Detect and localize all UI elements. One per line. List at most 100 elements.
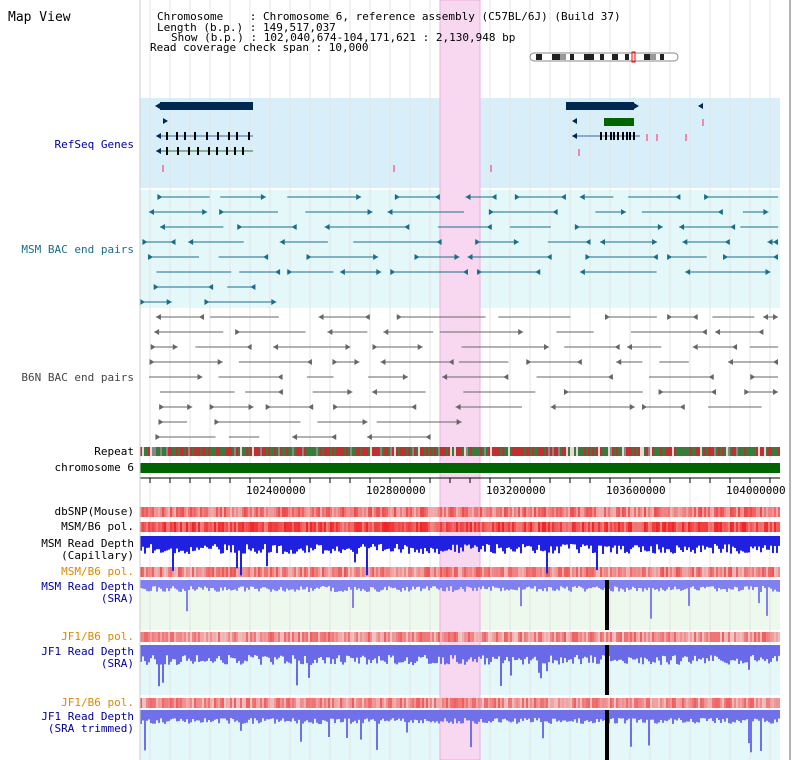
jf1-b6-pol2-heat (330, 698, 332, 708)
jf1-b6-pol-heat (224, 632, 226, 642)
repeat-segment (280, 447, 282, 456)
msm-b6-pol2-heat (274, 567, 276, 577)
repeat-segment (544, 447, 546, 456)
msm-sra-depth-bar (390, 580, 392, 588)
repeat-segment (498, 447, 500, 456)
jf1-sra-depth-bar (144, 645, 146, 662)
jf1-b6-pol-heat (430, 632, 432, 642)
msm-b6-pol-heat (538, 522, 540, 532)
jf1-sra-depth-bar (378, 645, 380, 657)
dbsnp-heat (424, 507, 426, 517)
msm-cap-depth-bar (286, 536, 288, 553)
msm-sra-depth-bar (756, 580, 758, 588)
msm-sra-depth-bar (230, 580, 232, 591)
jf1-trim-depth-bar (744, 710, 746, 721)
msm-b6-pol-heat (262, 522, 264, 532)
jf1-b6-pol-heat (630, 632, 632, 642)
jf1-b6-pol-heat (202, 632, 204, 642)
repeat-segment (284, 447, 286, 456)
jf1-b6-pol2-heat (284, 698, 286, 708)
jf1-trim-depth-bar (270, 710, 272, 719)
track-label-b6n-bac[interactable]: B6N BAC end pairs (21, 371, 134, 384)
jf1-trim-depth-bar (332, 710, 334, 719)
repeat-segment (194, 447, 196, 456)
msm-cap-depth-bar (194, 536, 196, 551)
dbsnp-heat (516, 507, 518, 517)
jf1-sra-depth-bar (532, 645, 534, 659)
msm-cap-depth-bar (776, 536, 778, 553)
jf1-trim-depth-bar (168, 710, 170, 722)
jf1-trim-depth-bar (338, 710, 340, 719)
msm-sra-depth-bar (748, 580, 750, 590)
msm-sra-depth-bar (304, 580, 306, 590)
repeat-segment (240, 447, 242, 456)
dbsnp-heat (634, 507, 636, 517)
msm-sra-depth-bar (778, 580, 780, 592)
jf1-trim-depth-bar (576, 710, 578, 723)
msm-sra-depth-bar (146, 580, 148, 591)
jf1-b6-pol-heat (340, 632, 342, 642)
msm-b6-pol-heat (688, 522, 690, 532)
msm-sra-depth-bar (174, 580, 176, 589)
msm-b6-pol-heat (452, 522, 454, 532)
msm-b6-pol2-heat (624, 567, 626, 577)
repeat-segment (254, 447, 256, 456)
msm-sra-depth-bar (648, 580, 650, 588)
msm-cap-depth-bar (752, 536, 754, 549)
msm-b6-pol2-heat (228, 567, 230, 577)
jf1-b6-pol-heat (516, 632, 518, 642)
jf1-b6-pol-heat (416, 632, 418, 642)
jf1-sra-depth-bar (312, 645, 314, 664)
repeat-segment (606, 447, 608, 456)
track-label-msm-bac[interactable]: MSM BAC end pairs (21, 243, 134, 256)
msm-sra-depth-bar (562, 580, 564, 588)
jf1-b6-pol2-heat (414, 698, 416, 708)
msm-b6-pol-heat (582, 522, 584, 532)
jf1-sra-depth-bar (262, 645, 264, 657)
repeat-segment (344, 447, 346, 456)
jf1-trim-depth-bar (738, 710, 740, 722)
repeat-segment (446, 447, 448, 456)
msm-sra-depth-bar (468, 580, 470, 588)
msm-b6-pol2-heat (314, 567, 316, 577)
msm-bac-pair-end (373, 254, 379, 260)
jf1-trim-depth-bar (774, 710, 776, 720)
msm-b6-pol2-heat (486, 567, 488, 577)
jf1-b6-pol-heat (442, 632, 444, 642)
dbsnp-heat (538, 507, 540, 517)
msm-sra-depth-bar (204, 580, 206, 587)
msm-sra-depth-bar (482, 580, 484, 587)
msm-b6-pol2-heat (422, 567, 424, 577)
jf1-trim-depth-bar (728, 710, 730, 724)
msm-b6-pol-heat (778, 522, 780, 532)
jf1-b6-pol-heat (294, 632, 296, 642)
msm-b6-pol2-heat (400, 567, 402, 577)
jf1-sra-depth-bar (666, 645, 668, 663)
jf1-sra-depth-bar (176, 645, 178, 665)
jf1-sra-depth-bar (638, 645, 640, 664)
msm-sra-depth-bar (476, 580, 478, 591)
msm-b6-pol2-heat (756, 567, 758, 577)
jf1-trim-depth-bar (264, 710, 266, 721)
jf1-b6-pol2-heat (530, 698, 532, 708)
jf1-trim-depth-bar (526, 710, 528, 720)
dbsnp-heat (312, 507, 314, 517)
msm-b6-pol2-heat (200, 567, 202, 577)
jf1-trim-depth-bar (646, 710, 648, 720)
track-label-refseq[interactable]: RefSeq Genes (54, 138, 134, 151)
msm-cap-depth-bar (370, 536, 372, 547)
msm-sra-depth-bar (434, 580, 436, 587)
dbsnp-heat (280, 507, 282, 517)
repeat-segment (278, 447, 280, 456)
jf1-b6-pol2-heat (496, 698, 498, 708)
msm-b6-pol-heat (432, 522, 434, 532)
jf1-sra-depth-bar (506, 645, 508, 657)
jf1-b6-pol-heat (590, 632, 592, 642)
msm-b6-pol2-heat (256, 567, 258, 577)
dbsnp-heat (716, 507, 718, 517)
b6n-bac-pair-end (347, 389, 353, 395)
msm-sra-depth-bar (728, 580, 730, 589)
jf1-b6-pol2-heat (686, 698, 688, 708)
jf1-b6-pol2-heat (562, 698, 564, 708)
